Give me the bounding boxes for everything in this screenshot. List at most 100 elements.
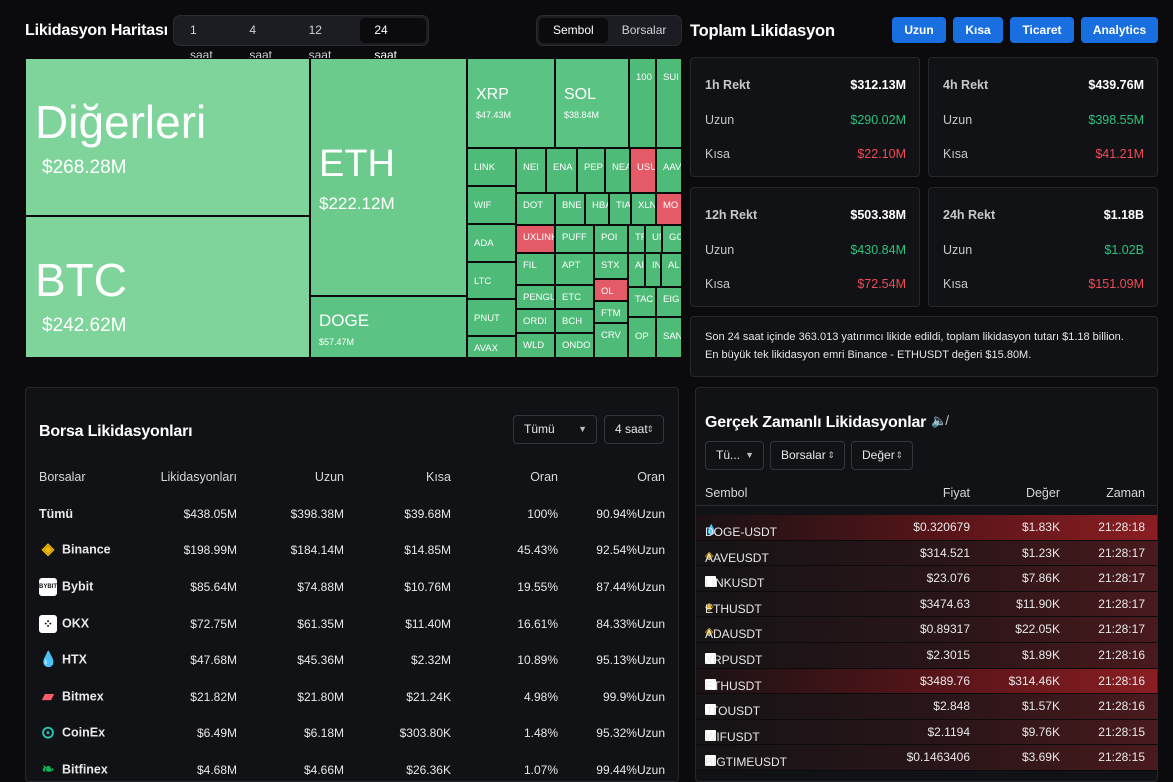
realtime-row[interactable]: ◈ AAVEUSDT $314.521 $1.23K 21:28:17 [696, 540, 1157, 567]
treemap-tile-pnut[interactable]: PNUT [467, 299, 516, 336]
short-cell: $11.40M [405, 616, 451, 631]
exchanges-filter-select[interactable]: Borsalar ⇕ [770, 441, 845, 470]
treemap-tile-100[interactable]: 100 [629, 58, 656, 148]
analytics-button[interactable]: Analytics [1081, 17, 1158, 43]
treemap-tile-eig[interactable]: EIG [656, 287, 682, 317]
treemap-tile-pengu[interactable]: PENGU [516, 285, 555, 309]
treemap-tile-sui[interactable]: SUI [656, 58, 682, 148]
treemap-tile-ai[interactable]: AI [628, 253, 645, 287]
treemap-tile-usu[interactable]: USU [630, 148, 656, 193]
exchange-name: Bitfinex [62, 762, 108, 777]
exchange-row-bitmex[interactable]: ▰ Bitmex $21.82M $21.80M $21.24K 4.98% 99.9%Uz… [39, 679, 665, 716]
period-select[interactable]: 4 saat ⇕ [604, 415, 664, 444]
realtime-row[interactable]: BIGTIMEUSDT $0.1463406 $3.69K 21:28:15 [696, 745, 1157, 771]
treemap-tile-dot[interactable]: DOT [516, 193, 555, 225]
treemap-tile-xln[interactable]: XLN [631, 193, 656, 225]
treemap-tile-dierleri[interactable]: Diğerleri $268.28M [25, 58, 310, 216]
treemap-tile-etc[interactable]: ETC [555, 285, 594, 309]
treemap-tile-stx[interactable]: STX [594, 253, 628, 279]
exchange-filter-select[interactable]: Tümü ▼ [513, 415, 597, 444]
rt-time: 21:28:16 [1098, 673, 1145, 688]
treemap-tile-ada[interactable]: ADA [467, 224, 516, 262]
treemap-tile-tia[interactable]: TIA [609, 193, 631, 225]
long-button[interactable]: Uzun [892, 17, 946, 43]
treemap-tile-xrp[interactable]: XRP $47.43M [467, 58, 555, 148]
realtime-row[interactable]: LINKUSDT $23.076 $7.86K 21:28:17 [696, 566, 1157, 592]
treemap-tile-doge[interactable]: DOGE $57.47M [310, 296, 467, 358]
treemap-tile-go[interactable]: GO [662, 225, 682, 253]
treemap-tile-un[interactable]: UN [645, 225, 662, 253]
treemap-tile-al[interactable]: AL [661, 253, 682, 287]
rt-symbol: XRPUSDT [705, 653, 763, 667]
treemap-tile-eth[interactable]: ETH $222.12M [310, 58, 467, 296]
treemap-tile-btc[interactable]: BTC $242.62M [25, 216, 310, 358]
tile-symbol: OP [635, 331, 649, 342]
treemap-tile-nea[interactable]: NEA [605, 148, 630, 193]
treemap-tile-crv[interactable]: CRV [594, 323, 628, 358]
treemap-tile-uxlink[interactable]: UXLINK [516, 225, 555, 253]
exchange-row-bybit[interactable]: BYBIT Bybit $85.64M $74.88M $10.76M 19.55% 87.… [39, 569, 665, 606]
realtime-row[interactable]: ◈ ADAUSDT $0.89317 $22.05K 21:28:17 [696, 617, 1157, 643]
treemap-tile-apt[interactable]: APT [555, 253, 594, 285]
treemap-tile-link[interactable]: LINK [467, 148, 516, 186]
treemap-tile-wif[interactable]: WIF [467, 186, 516, 224]
map-title: Likidasyon Haritası [25, 22, 168, 39]
exchange-row-okx[interactable]: ⁘ OKX $72.75M $61.35M $11.40M 16.61% 84.33%Uzu… [39, 605, 665, 642]
exchange-row-coinex[interactable]: ⊙ CoinEx $6.49M $6.18M $303.80K 1.48% 95.32%Uz… [39, 715, 665, 752]
treemap-tile-in[interactable]: IN [645, 253, 661, 287]
tab-exchanges[interactable]: Borsalar [621, 23, 667, 37]
treemap-tile-op[interactable]: OP [628, 317, 656, 358]
treemap-tile-ftm[interactable]: FTM [594, 301, 628, 323]
treemap-tile-bne[interactable]: BNE [555, 193, 585, 225]
treemap-tile-tr[interactable]: TR [628, 225, 645, 253]
exchange-row-tümü[interactable]: Tümü $438.05M $398.38M $39.68M 100% 90.94%Uzu… [39, 496, 665, 533]
treemap-tile-ena[interactable]: ENA [546, 148, 577, 193]
tab-symbol[interactable]: Sembol [539, 18, 608, 43]
realtime-table-header: Sembol Fiyat Değer Zaman [696, 480, 1157, 506]
realtime-row[interactable]: WIFUSDT $2.1194 $9.76K 21:28:15 [696, 719, 1157, 746]
treemap-tile-san[interactable]: SAN [656, 317, 682, 358]
tab-4h[interactable]: 4 saat [249, 23, 272, 62]
treemap-tile-hba[interactable]: HBA [585, 193, 609, 225]
treemap-tile-mo[interactable]: MO [656, 193, 682, 225]
treemap-tile-pep[interactable]: PEP [577, 148, 605, 193]
liquidations-cell: $4.68M [196, 763, 237, 778]
exchange-row-htx[interactable]: 💧 HTX $47.68M $45.36M $2.32M 10.89% 95.13%Uzun [39, 642, 665, 679]
treemap-tile-ordi[interactable]: ORDI [516, 309, 555, 333]
realtime-row[interactable]: JTOUSDT $2.848 $1.57K 21:28:16 [696, 694, 1157, 720]
bybit-icon: BYBIT [39, 578, 57, 597]
short-button[interactable]: Kısa [953, 17, 1003, 43]
trade-button[interactable]: Ticaret [1010, 17, 1074, 43]
tab-12h[interactable]: 12 saat [308, 23, 332, 62]
rt-value: $22.05K [1015, 622, 1060, 637]
value-filter-select[interactable]: Değer ⇕ [851, 441, 913, 470]
col-time: Zaman [1106, 486, 1145, 500]
treemap-tile-ondo[interactable]: ONDO [555, 333, 594, 358]
treemap-tile-tac[interactable]: TAC [628, 287, 656, 317]
tab-24h[interactable]: 24 saat [360, 18, 426, 62]
treemap-tile-puff[interactable]: PUFF [555, 225, 594, 253]
symbol-filter-select[interactable]: Tü... ▼ [705, 441, 764, 470]
treemap-tile-aav[interactable]: AAV [656, 148, 682, 193]
treemap-tile-poi[interactable]: POI [594, 225, 628, 253]
realtime-row[interactable]: ETHUSDT $3489.76 $314.46K 21:28:16 [696, 668, 1157, 695]
sound-muted-icon[interactable]: 🔈̸ [931, 413, 948, 428]
treemap-tile-wld[interactable]: WLD [516, 333, 555, 358]
realtime-row[interactable]: 💧 DOGE-USDT $0.320679 $1.83K 21:28:18 [696, 515, 1157, 541]
realtime-row[interactable]: ◈ ETHUSDT $3474.63 $11.90K 21:28:17 [696, 591, 1157, 618]
treemap-tile-fil[interactable]: FIL [516, 253, 555, 285]
tab-1h[interactable]: 1 saat [190, 23, 213, 62]
exchange-row-bitfinex[interactable]: ❧ Bitfinex $4.68M $4.66M $26.36K 1.07% 99.44%U… [39, 752, 665, 781]
treemap-tile-ltc[interactable]: LTC [467, 262, 516, 299]
liquidations-cell: $47.68M [190, 653, 237, 668]
rt-price: $0.320679 [913, 520, 970, 534]
realtime-row[interactable]: XRPUSDT $2.3015 $1.89K 21:28:16 [696, 643, 1157, 669]
treemap-tile-avax[interactable]: AVAX [467, 336, 516, 358]
treemap-tile-sol[interactable]: SOL $38.84M [555, 58, 629, 148]
rt-price: $3474.63 [919, 596, 970, 611]
treemap-tile-bch[interactable]: BCH [555, 309, 594, 333]
treemap-tile-ol[interactable]: OL [594, 279, 628, 301]
tile-symbol: WIF [474, 200, 492, 211]
treemap-tile-nei[interactable]: NEI [516, 148, 546, 193]
exchange-row-binance[interactable]: ◈ Binance $198.99M $184.14M $14.85M 45.43% 92.… [39, 532, 665, 569]
